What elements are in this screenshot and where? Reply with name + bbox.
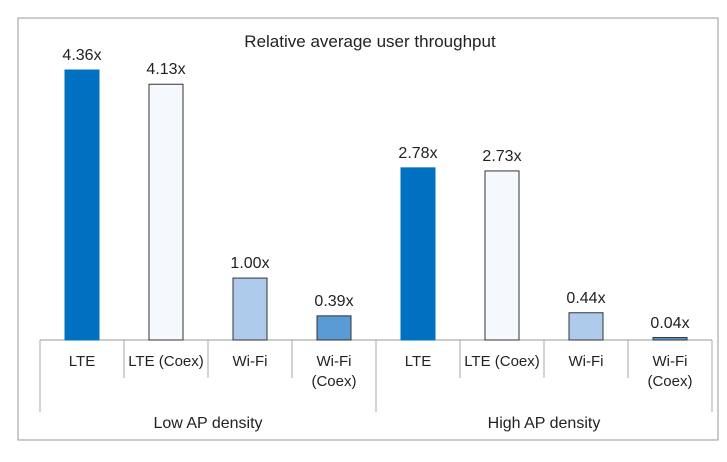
bar bbox=[64, 69, 100, 341]
x-tick-label: Wi-Fi (Coex) bbox=[311, 353, 357, 390]
x-tick-label: LTE bbox=[404, 353, 432, 370]
value-label: 2.78x bbox=[398, 144, 438, 162]
bar bbox=[232, 277, 268, 341]
bar bbox=[316, 315, 352, 341]
frame bbox=[17, 17, 719, 441]
group-label: Low AP density bbox=[153, 415, 263, 432]
x-tick-label: Wi-Fi bbox=[232, 353, 268, 370]
x-tick-label: Wi-Fi bbox=[568, 353, 604, 370]
value-label: 0.04x bbox=[650, 314, 690, 332]
value-label: 2.73x bbox=[482, 147, 522, 165]
bar bbox=[400, 167, 436, 341]
x-tick-label: LTE bbox=[68, 353, 96, 370]
bar bbox=[568, 312, 604, 341]
value-label: 0.44x bbox=[566, 289, 606, 307]
bar bbox=[652, 337, 688, 341]
x-tick-label: Wi-Fi (Coex) bbox=[647, 353, 693, 390]
bar bbox=[148, 83, 184, 341]
chart-title: Relative average user throughput bbox=[244, 32, 496, 51]
x-tick-label: LTE (Coex) bbox=[464, 353, 540, 370]
value-label: 4.13x bbox=[146, 61, 186, 79]
value-label: 1.00x bbox=[230, 255, 270, 273]
value-label: 4.36x bbox=[62, 47, 102, 64]
x-tick-label: LTE (Coex) bbox=[128, 353, 204, 370]
group-label: High AP density bbox=[487, 415, 601, 432]
bar bbox=[484, 170, 520, 341]
value-label: 0.39x bbox=[314, 292, 354, 310]
